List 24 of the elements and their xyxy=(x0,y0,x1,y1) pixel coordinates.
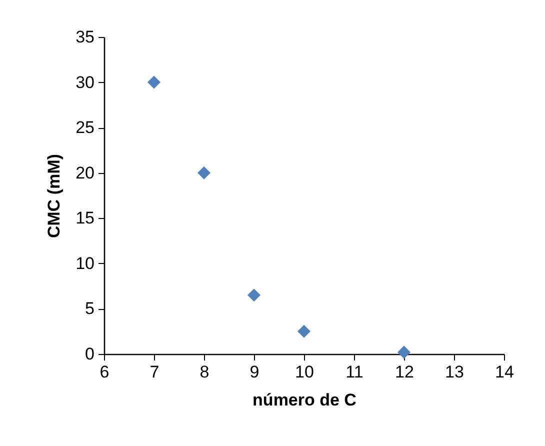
y-tick-label: 15 xyxy=(76,208,94,228)
x-tick-label: 7 xyxy=(150,362,160,382)
x-tick-label: 9 xyxy=(250,362,260,382)
point xyxy=(247,288,261,302)
x-axis-title: número de C xyxy=(252,390,356,410)
point xyxy=(197,166,211,180)
x-tick-label: 11 xyxy=(346,362,364,382)
y-tick-label: 5 xyxy=(85,299,94,318)
point xyxy=(147,76,161,89)
y-tick-label: 20 xyxy=(76,163,94,182)
x-tick-label: 13 xyxy=(445,362,464,382)
y-tick-label: 30 xyxy=(76,72,94,92)
x-tick-label: 8 xyxy=(200,362,210,382)
point xyxy=(397,346,411,359)
y-tick-label: 10 xyxy=(76,254,94,273)
x-tick-label: 10 xyxy=(295,362,314,382)
y-tick-label: 25 xyxy=(76,118,94,138)
y-tick-label: 35 xyxy=(76,28,94,46)
x-tick-label: 12 xyxy=(395,362,414,382)
y-tick-label: 0 xyxy=(85,344,94,364)
point xyxy=(297,324,311,338)
y-axis-title: CMC (mM) xyxy=(44,154,64,238)
x-tick-label: 14 xyxy=(495,362,514,382)
x-tick-label: 6 xyxy=(100,362,110,382)
